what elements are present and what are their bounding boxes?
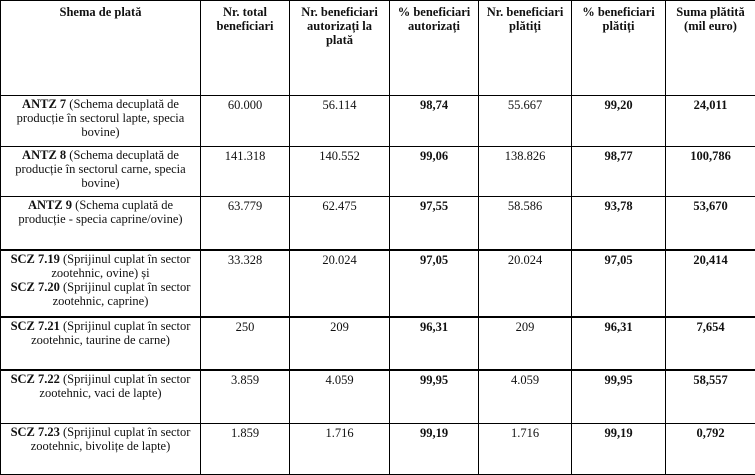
scheme-description: (Sprijinul cuplat în sector zootehnic, v… [39,372,191,401]
header-scheme: Shema de plată [0,0,201,96]
authorized-cell: 20.024 [289,248,390,318]
amount-cell: 0,792 [665,422,755,475]
authorized-cell: 1.716 [289,422,390,475]
table-row: SCZ 7.19 (Sprijinul cuplat în sector zoo… [0,248,755,318]
authorized-cell: 4.059 [289,369,390,424]
authorized-cell: 56.114 [289,94,390,148]
scheme-cell: ANTZ 8 (Schema decuplată de producție în… [0,146,201,198]
total-cell: 3.859 [200,369,290,424]
amount-cell: 7,654 [665,316,755,371]
header-authorized-beneficiaries: Nr. beneficiari autorizați la plată [289,0,390,96]
amount-cell: 24,011 [665,94,755,148]
paid-cell: 20.024 [478,248,572,318]
table-row: SCZ 7.21 (Sprijinul cuplat în sector zoo… [0,316,755,371]
scheme-code: SCZ 7.19 [10,251,60,266]
header-paid-beneficiaries: Nr. beneficiari plătiți [478,0,572,96]
authorized-cell: 209 [289,316,390,371]
pct-authorized-cell: 98,74 [389,94,479,148]
scheme-description: (Sprijinul cuplat în sector zootehnic, o… [51,251,191,280]
table-row: ANTZ 9 (Schema cuplată de producție - sp… [0,196,755,251]
total-cell: 33.328 [200,248,290,318]
total-cell: 63.779 [200,196,290,251]
header-amount-paid: Suma plătită (mil euro) [665,0,755,96]
pct-authorized-cell: 99,06 [389,146,479,198]
pct-paid-cell: 93,78 [571,196,666,251]
scheme-code: ANTZ 7 [22,97,67,111]
pct-paid-cell: 97,05 [571,248,666,318]
paid-cell: 209 [478,316,572,371]
total-cell: 141.318 [200,146,290,198]
scheme-code: SCZ 7.22 [10,372,60,387]
header-total-beneficiaries: Nr. total beneficiari [200,0,290,96]
amount-cell: 100,786 [665,146,755,198]
scheme-description: (Schema decuplată de producție în sector… [16,97,185,139]
scheme-cell: ANTZ 7 (Schema decuplată de producție în… [0,94,201,148]
scheme-description-secondary: (Sprijinul cuplat în sector zootehnic, c… [52,279,191,308]
pct-paid-cell: 99,20 [571,94,666,148]
scheme-code: SCZ 7.23 [10,424,60,439]
pct-paid-cell: 98,77 [571,146,666,198]
pct-authorized-cell: 97,55 [389,196,479,251]
scheme-description: (Schema cuplată de producție - specia ca… [18,198,183,227]
amount-cell: 53,670 [665,196,755,251]
pct-paid-cell: 99,19 [571,422,666,475]
scheme-cell: SCZ 7.22 (Sprijinul cuplat în sector zoo… [0,369,201,424]
scheme-code: ANTZ 9 [27,198,73,213]
scheme-cell: SCZ 7.19 (Sprijinul cuplat în sector zoo… [0,248,201,318]
scheme-cell: ANTZ 9 (Schema cuplată de producție - sp… [0,196,201,251]
paid-cell: 58.586 [478,196,572,251]
pct-paid-cell: 99,95 [571,369,666,424]
scheme-description: (Sprijinul cuplat în sector zootehnic, b… [30,424,191,453]
paid-cell: 1.716 [478,422,572,475]
scheme-cell: SCZ 7.21 (Sprijinul cuplat în sector zoo… [0,316,201,371]
table-row: SCZ 7.23 (Sprijinul cuplat în sector zoo… [0,422,755,475]
header-pct-authorized: % beneficiari autorizați [389,0,479,96]
total-cell: 250 [200,316,290,371]
authorized-cell: 140.552 [289,146,390,198]
scheme-code-secondary: SCZ 7.20 [10,279,60,294]
scheme-code: ANTZ 8 [22,148,67,163]
table-row: ANTZ 8 (Schema decuplată de producție în… [0,146,755,198]
pct-authorized-cell: 99,19 [389,422,479,475]
amount-cell: 58,557 [665,369,755,424]
paid-cell: 138.826 [478,146,572,198]
pct-authorized-cell: 99,95 [389,369,479,424]
scheme-cell: SCZ 7.23 (Sprijinul cuplat în sector zoo… [0,422,201,475]
table-row: ANTZ 7 (Schema decuplată de producție în… [0,94,755,148]
paid-cell: 4.059 [478,369,572,424]
total-cell: 60.000 [200,94,290,148]
table-header-row: Shema de plată Nr. total beneficiari Nr.… [0,0,755,96]
pct-authorized-cell: 96,31 [389,316,479,371]
pct-authorized-cell: 97,05 [389,248,479,318]
amount-cell: 20,414 [665,248,755,318]
pct-paid-cell: 96,31 [571,316,666,371]
header-pct-paid: % beneficiari plătiți [571,0,666,96]
paid-cell: 55.667 [478,94,572,148]
authorized-cell: 62.475 [289,196,390,251]
scheme-description: (Sprijinul cuplat în sector zootehnic, t… [31,319,191,348]
scheme-description: (Schema decuplată de producție în sector… [15,148,186,191]
total-cell: 1.859 [200,422,290,475]
table-row: SCZ 7.22 (Sprijinul cuplat în sector zoo… [0,369,755,424]
scheme-code: SCZ 7.21 [10,319,60,334]
